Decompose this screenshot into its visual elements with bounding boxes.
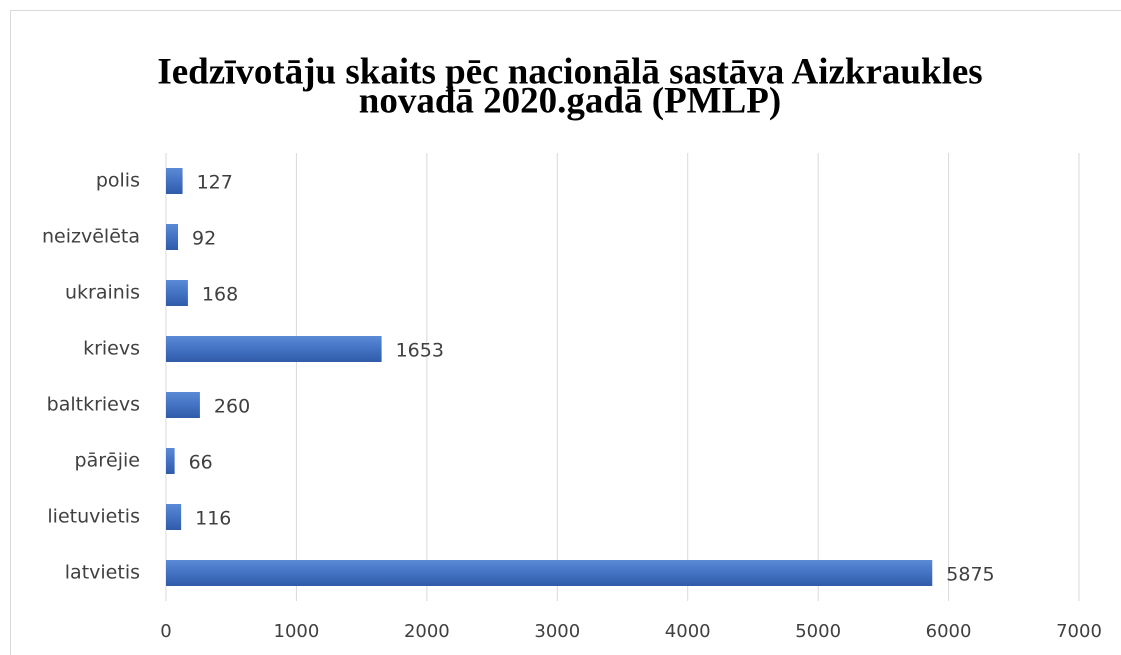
x-tick-label: 7000 [1056, 621, 1102, 642]
y-tick-label: lietuvietis [47, 506, 140, 528]
value-label: 1653 [396, 340, 444, 362]
x-tick-label: 3000 [534, 621, 580, 642]
bar [166, 392, 200, 418]
x-tick-label: 5000 [795, 621, 841, 642]
x-tick-label: 4000 [665, 621, 711, 642]
bar [166, 448, 175, 474]
x-tick-label: 0 [160, 621, 171, 642]
x-tick-label: 6000 [926, 621, 972, 642]
y-tick-label: neizvēlēta [42, 226, 140, 248]
chart-title: Iedzīvotāju skaits pēc nacionālā sastāva… [157, 51, 982, 92]
bar [166, 504, 182, 530]
bar [166, 280, 188, 306]
bar [166, 560, 933, 586]
chart-frame [10, 10, 1121, 655]
y-tick-label: krievs [83, 338, 140, 360]
bar [166, 168, 183, 194]
bar [166, 336, 382, 362]
y-tick-label: baltkrievs [47, 394, 140, 416]
value-label: 5875 [946, 564, 994, 586]
y-tick-label: latvietis [65, 562, 140, 584]
bar [166, 224, 178, 250]
value-label: 92 [192, 228, 216, 250]
x-tick-label: 2000 [404, 621, 450, 642]
value-label: 116 [195, 508, 231, 530]
y-tick-label: pārējie [75, 450, 140, 472]
value-label: 127 [197, 172, 233, 194]
chart-title: novadā 2020.gadā (PMLP) [359, 80, 781, 121]
value-label: 66 [189, 452, 213, 474]
value-label: 260 [214, 396, 250, 418]
y-tick-label: polis [96, 170, 140, 192]
x-tick-label: 1000 [274, 621, 320, 642]
value-label: 168 [202, 284, 238, 306]
y-tick-label: ukrainis [65, 282, 140, 304]
